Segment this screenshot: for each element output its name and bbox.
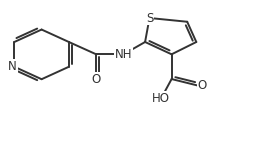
Text: O: O <box>198 79 207 92</box>
Text: O: O <box>92 73 101 85</box>
Text: N: N <box>8 60 17 73</box>
Text: NH: NH <box>115 48 132 61</box>
Text: S: S <box>146 12 153 24</box>
Text: HO: HO <box>152 92 170 105</box>
